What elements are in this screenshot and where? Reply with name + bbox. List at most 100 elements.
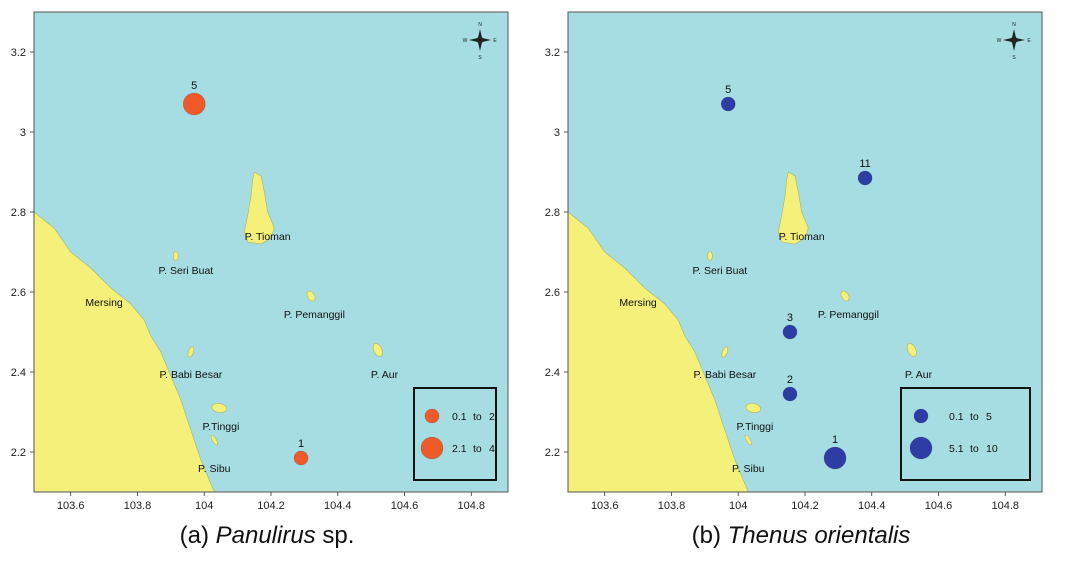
x-tick-label: 103.6 bbox=[591, 500, 619, 512]
place-label: P. Tioman bbox=[779, 231, 825, 243]
legend-box bbox=[413, 387, 497, 481]
y-tick-label: 3.2 bbox=[545, 47, 560, 59]
y-tick-label: 3 bbox=[20, 127, 26, 139]
y-tick-label: 2.6 bbox=[11, 287, 26, 299]
aur-island bbox=[906, 343, 917, 357]
legend-to-label: to bbox=[970, 443, 979, 455]
catch-count-label: 3 bbox=[787, 312, 793, 324]
x-tick-label: 103.8 bbox=[124, 500, 152, 512]
place-label: P. Pemanggil bbox=[818, 309, 879, 321]
legend-high-label: 4 bbox=[489, 443, 495, 455]
caption-species: Thenus orientalis bbox=[727, 522, 911, 549]
y-tick-label: 2.6 bbox=[545, 287, 560, 299]
legend-low-label: 0.1 bbox=[949, 411, 964, 423]
mainland-landmass bbox=[567, 211, 749, 493]
x-tick-label: 104 bbox=[729, 500, 747, 512]
place-label: P.Tinggi bbox=[737, 421, 774, 433]
catch-marker[interactable] bbox=[720, 96, 736, 112]
seri-buat-island bbox=[173, 251, 179, 261]
y-tick-label: 2.2 bbox=[11, 447, 26, 459]
legend-high-label: 10 bbox=[986, 443, 998, 455]
legend-high-label: 5 bbox=[986, 411, 992, 423]
legend-low-label: 5.1 bbox=[949, 443, 964, 455]
panel-thenus: P. Tioman P. Seri Buat Mersing P. Pemanggil… bbox=[534, 0, 1068, 563]
pemanggil-island bbox=[306, 290, 316, 302]
compass-letter: W bbox=[463, 38, 468, 44]
compass-letter: S bbox=[478, 55, 482, 61]
legend-to-label: to bbox=[970, 411, 979, 423]
tinggi-island bbox=[745, 403, 761, 413]
legend-low-label: 2.1 bbox=[452, 443, 467, 455]
legend-marker bbox=[420, 436, 444, 460]
catch-marker[interactable] bbox=[823, 446, 847, 470]
place-label: P. Aur bbox=[371, 369, 399, 381]
y-tick-label: 2.8 bbox=[11, 207, 26, 219]
x-tick-label: 104.6 bbox=[925, 500, 953, 512]
catch-count-label: 5 bbox=[725, 84, 731, 96]
place-label: P. Seri Buat bbox=[159, 265, 214, 277]
tinggi-island bbox=[211, 403, 227, 413]
place-label: Mersing bbox=[619, 297, 657, 309]
place-label: P.Tinggi bbox=[203, 421, 240, 433]
legend-marker bbox=[424, 408, 440, 424]
caption-panulirus: (a) Panulirus sp. bbox=[0, 522, 534, 550]
y-tick-label: 3.2 bbox=[11, 47, 26, 59]
aur-island bbox=[372, 343, 383, 357]
place-label: P. Seri Buat bbox=[693, 265, 748, 277]
compass-rose-icon bbox=[1003, 29, 1025, 51]
catch-count-label: 5 bbox=[191, 80, 197, 92]
caption-prefix: (a) bbox=[179, 522, 216, 549]
catch-marker[interactable] bbox=[782, 324, 798, 340]
y-tick-label: 3 bbox=[554, 127, 560, 139]
x-tick-label: 104 bbox=[195, 500, 213, 512]
x-tick-label: 103.8 bbox=[658, 500, 686, 512]
y-tick-label: 2.4 bbox=[545, 367, 560, 379]
place-label: P. Aur bbox=[905, 369, 933, 381]
compass-ring bbox=[1010, 36, 1018, 44]
x-tick-label: 104.2 bbox=[257, 500, 285, 512]
place-label: P. Babi Besar bbox=[159, 369, 222, 381]
caption-thenus: (b) Thenus orientalis bbox=[534, 522, 1068, 550]
x-tick-label: 104.8 bbox=[458, 500, 486, 512]
x-tick-label: 104.6 bbox=[391, 500, 419, 512]
place-label: P. Sibu bbox=[732, 463, 765, 475]
caption-prefix: (b) bbox=[691, 522, 728, 549]
tioman-island bbox=[777, 171, 809, 245]
map-thenus: P. Tioman P. Seri Buat Mersing P. Pemanggil… bbox=[545, 11, 1043, 512]
sibu-island bbox=[744, 434, 752, 446]
catch-marker[interactable] bbox=[293, 450, 309, 466]
compass-needle-ew bbox=[1003, 37, 1025, 43]
panel-panulirus: P. Tioman P. Seri Buat Mersing P. Pemanggil… bbox=[0, 11, 534, 550]
legend-marker bbox=[913, 408, 929, 424]
catch-marker[interactable] bbox=[857, 170, 873, 186]
y-tick-label: 2.4 bbox=[11, 367, 26, 379]
compass-letter: N bbox=[478, 22, 482, 28]
place-label: P. Tioman bbox=[245, 231, 291, 243]
catch-marker[interactable] bbox=[782, 386, 798, 402]
caption-suffix: sp. bbox=[315, 522, 355, 549]
catch-marker[interactable] bbox=[182, 92, 206, 116]
caption-species: Panulirus bbox=[215, 522, 316, 549]
compass-letter: E bbox=[1027, 38, 1031, 44]
compass-ring bbox=[476, 36, 484, 44]
compass-needle-ew bbox=[469, 37, 491, 43]
legend-low-label: 0.1 bbox=[452, 411, 467, 423]
y-tick-label: 2.2 bbox=[545, 447, 560, 459]
place-label: P. Pemanggil bbox=[284, 309, 345, 321]
y-tick-label: 2.8 bbox=[545, 207, 560, 219]
catch-count-label: 11 bbox=[859, 158, 870, 170]
legend-marker bbox=[909, 436, 933, 460]
x-tick-label: 103.6 bbox=[57, 500, 85, 512]
tioman-island bbox=[243, 171, 275, 245]
catch-count-label: 1 bbox=[832, 434, 838, 446]
catch-count-label: 2 bbox=[787, 374, 793, 386]
map-panulirus: P. Tioman P. Seri Buat Mersing P. Pemanggil… bbox=[11, 11, 509, 512]
babi-besar-island bbox=[721, 346, 729, 358]
compass-letter: E bbox=[493, 38, 497, 44]
x-tick-label: 104.4 bbox=[324, 500, 352, 512]
x-tick-label: 104.2 bbox=[791, 500, 819, 512]
compass-letter: S bbox=[1012, 55, 1016, 61]
compass-rose-icon bbox=[469, 29, 491, 51]
legend-to-label: to bbox=[473, 411, 482, 423]
place-label: P. Sibu bbox=[198, 463, 231, 475]
